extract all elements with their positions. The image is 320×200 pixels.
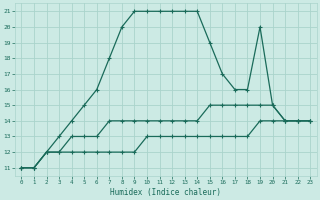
X-axis label: Humidex (Indice chaleur): Humidex (Indice chaleur) bbox=[110, 188, 221, 197]
